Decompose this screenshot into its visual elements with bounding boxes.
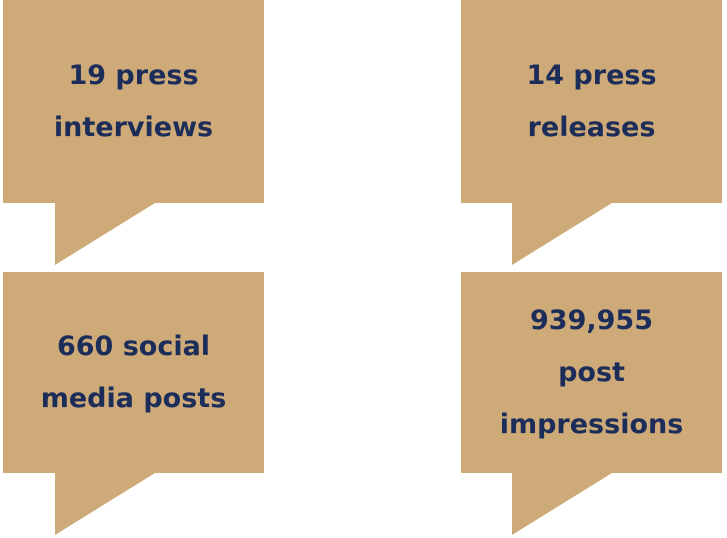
bubble-line: post <box>558 356 625 388</box>
bubble-line: 660 social <box>56 330 211 362</box>
bubble-line: impressions <box>499 408 684 440</box>
bubble-text: 660 social media posts <box>3 272 264 473</box>
bubble-text: 19 press interviews <box>3 0 264 203</box>
speech-bubble <box>461 272 722 535</box>
bubble-line: releases <box>527 111 656 143</box>
bubble-text: 14 press releases <box>461 0 722 203</box>
bubble-line: 19 press <box>68 59 199 91</box>
speech-bubble <box>3 0 264 265</box>
bubble-line: media posts <box>40 382 227 414</box>
speech-bubble <box>461 0 722 265</box>
bubble-line: 14 press <box>526 59 657 91</box>
speech-bubble <box>3 272 264 535</box>
bubble-text: 939,955 post impressions <box>461 272 722 473</box>
bubble-line: interviews <box>53 111 214 143</box>
bubble-line: 939,955 <box>530 304 653 336</box>
